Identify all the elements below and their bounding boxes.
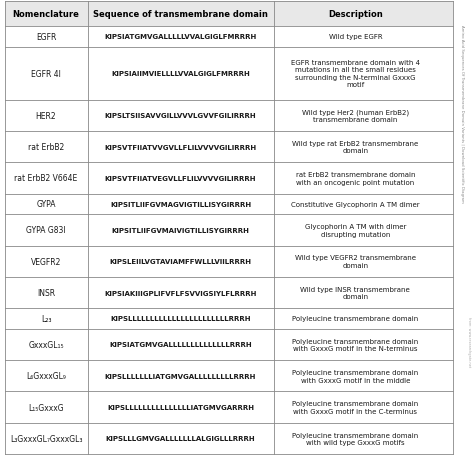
- Text: Wild type INSR transmembrane
domain: Wild type INSR transmembrane domain: [301, 286, 410, 299]
- Text: KIPSLTSIISAVVGILLVVVLGVVFGILIRRRH: KIPSLTSIISAVVGILLVVVLGVVFGILIRRRH: [105, 113, 256, 119]
- Text: KIPSITLIIFGVMAGVIGTILLISYGIRRRH: KIPSITLIIFGVMAGVIGTILLISYGIRRRH: [110, 202, 251, 207]
- Text: VEGFR2: VEGFR2: [31, 257, 61, 266]
- Text: KIPSVTFIIATVEGVLLFLILVVVVGILIRRRH: KIPSVTFIIATVEGVLLFLILVVVVGILIRRRH: [105, 176, 256, 182]
- Bar: [5, 27, 453, 48]
- Text: from: www.researchgate.net: from: www.researchgate.net: [467, 316, 471, 366]
- Text: EGFR transmembrane domain with 4
mutations in all the small residues
surrounding: EGFR transmembrane domain with 4 mutatio…: [291, 60, 420, 88]
- Text: EGFR: EGFR: [36, 33, 56, 42]
- Text: rat ErbB2: rat ErbB2: [28, 143, 64, 152]
- Text: KIPSLEIILVGTAVIAMFFWLLLVIILRRRH: KIPSLEIILVGTAVIAMFFWLLLVIILRRRH: [109, 258, 252, 265]
- Text: KIPSLLLLLLLIATGMVGALLLLLLLLLRRRH: KIPSLLLLLLLIATGMVGALLLLLLLLLRRRH: [105, 373, 256, 379]
- Text: Polyleucine transmembrane domain
with GxxxG motif in the N-terminus: Polyleucine transmembrane domain with Gx…: [292, 338, 419, 351]
- Text: Wild type Her2 (human ErbB2)
transmembrane domain: Wild type Her2 (human ErbB2) transmembra…: [302, 109, 409, 123]
- Text: GYPA: GYPA: [36, 200, 56, 209]
- Bar: [5, 194, 453, 215]
- Bar: [5, 48, 453, 101]
- Bar: [5, 131, 453, 163]
- Text: Polyleucine transmembrane domain
with GxxxG motif in the middle: Polyleucine transmembrane domain with Gx…: [292, 369, 419, 383]
- Bar: [5, 246, 453, 277]
- Text: Wild type EGFR: Wild type EGFR: [328, 35, 382, 40]
- Text: Wild type rat ErbB2 transmembrane
domain: Wild type rat ErbB2 transmembrane domain: [292, 141, 419, 154]
- Text: Polyleucine transmembrane domain
with GxxxG motif in the C-terminus: Polyleucine transmembrane domain with Gx…: [292, 400, 419, 414]
- Text: INSR: INSR: [37, 288, 55, 298]
- Text: KIPSLLLGMVGALLLLLLLALGIGLLLRRRH: KIPSLLLGMVGALLLLLLLALGIGLLLRRRH: [106, 435, 255, 441]
- Text: Wild type VEGFR2 transmembrane
domain: Wild type VEGFR2 transmembrane domain: [295, 255, 416, 268]
- Text: Polyleucine transmembrane domain: Polyleucine transmembrane domain: [292, 316, 419, 322]
- Text: Description: Description: [328, 10, 383, 19]
- Text: Polyleucine transmembrane domain
with wild type GxxxG motifs: Polyleucine transmembrane domain with wi…: [292, 432, 419, 445]
- Text: EGFR 4I: EGFR 4I: [31, 70, 61, 79]
- Text: rat ErbB2 V664E: rat ErbB2 V664E: [14, 174, 78, 183]
- Bar: [5, 215, 453, 246]
- Text: KIPSVTFIIATVVGVLLFLILVVVVGILIRRRH: KIPSVTFIIATVVGVLLFLILVVVVGILIRRRH: [104, 144, 256, 150]
- Text: Sequence of transmembrane domain: Sequence of transmembrane domain: [93, 10, 268, 19]
- Text: GYPA G83I: GYPA G83I: [26, 226, 66, 235]
- Text: rat ErbB2 transmembrane domain
with an oncogenic point mutation: rat ErbB2 transmembrane domain with an o…: [296, 172, 415, 185]
- Bar: [5, 2, 453, 27]
- Text: L₃GxxxGL₇GxxxGL₃: L₃GxxxGL₇GxxxGL₃: [10, 434, 82, 443]
- Bar: [5, 329, 453, 360]
- Text: KIPSLLLLLLLLLLLLLLLIATGMVGARRRH: KIPSLLLLLLLLLLLLLLLIATGMVGARRRH: [107, 404, 254, 410]
- Text: KIPSIAKIIIGPLIFVFLFSVVIGSIYLFLRRRH: KIPSIAKIIIGPLIFVFLFSVVIGSIYLFLRRRH: [104, 290, 257, 296]
- Text: Nomenclature: Nomenclature: [13, 10, 80, 19]
- Bar: [5, 101, 453, 131]
- Text: Amino Acid Sequences Of Transmembrane Domain Variants | Download Scientific Diag: Amino Acid Sequences Of Transmembrane Do…: [460, 25, 464, 202]
- Text: L₁₅GxxxG: L₁₅GxxxG: [28, 403, 64, 412]
- Text: KIPSIAIIМVIЕLLLLVVALGIGLFMRRRH: KIPSIAIIМVIЕLLLLVVALGIGLFMRRRH: [111, 71, 250, 77]
- Bar: [5, 308, 453, 329]
- Text: KIPSIATGMVGALLLLLVVALGIGLFMRRRH: KIPSIATGMVGALLLLLVVALGIGLFMRRRH: [104, 35, 256, 40]
- Bar: [5, 423, 453, 454]
- Text: Constitutive Glycophorin A TM dimer: Constitutive Glycophorin A TM dimer: [291, 202, 419, 207]
- Text: L₂₃: L₂₃: [41, 314, 51, 323]
- Text: KIPSITLIIFGVMAIVIGTILLISYGIRRRH: KIPSITLIIFGVMAIVIGTILLISYGIRRRH: [111, 228, 249, 233]
- Bar: [5, 392, 453, 423]
- Bar: [5, 360, 453, 392]
- Text: L₆GxxxGL₉: L₆GxxxGL₉: [26, 371, 66, 380]
- Text: KIPSLLLLLLLLLLLLLLLLLLLLLLLRRRH: KIPSLLLLLLLLLLLLLLLLLLLLLLLRRRH: [110, 316, 251, 322]
- Bar: [5, 277, 453, 308]
- Text: HER2: HER2: [36, 111, 56, 121]
- Bar: [5, 163, 453, 194]
- Text: Glycophorin A TM with dimer
disrupting mutation: Glycophorin A TM with dimer disrupting m…: [305, 223, 406, 237]
- Text: KIPSIATGMVGALLLLLLLLLLLLLLRRRH: KIPSIATGMVGALLLLLLLLLLLLLLRRRH: [109, 342, 252, 348]
- Text: GxxxGL₁₅: GxxxGL₁₅: [28, 340, 64, 349]
